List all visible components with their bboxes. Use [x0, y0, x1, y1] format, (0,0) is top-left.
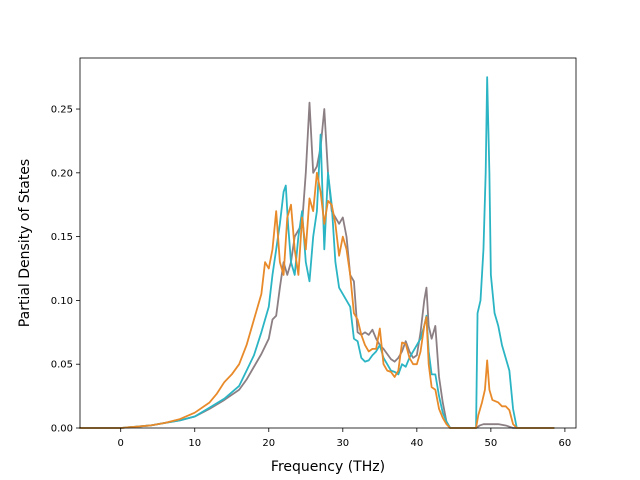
x-axis-ticks: 0 10 20 30 40 50 60 [118, 428, 572, 449]
y-tick-label: 0.20 [51, 168, 73, 179]
x-tick-label: 10 [188, 438, 201, 449]
x-tick-label: 60 [559, 438, 572, 449]
x-tick-label: 30 [336, 438, 349, 449]
x-tick-label: 20 [262, 438, 275, 449]
series-line-1 [79, 101, 555, 429]
series-layer [79, 76, 555, 429]
y-tick-label: 0.15 [51, 232, 73, 243]
plot-frame [79, 57, 577, 429]
y-tick-label: 0.10 [51, 296, 73, 307]
y-tick-label: 0.05 [51, 360, 73, 371]
x-tick-label: 50 [484, 438, 497, 449]
x-axis-label: Frequency (THz) [271, 459, 385, 475]
x-tick-label: 0 [118, 438, 124, 449]
y-tick-label: 0.25 [51, 105, 73, 116]
x-tick-label: 40 [410, 438, 423, 449]
series-line-2 [79, 76, 555, 429]
y-axis-label: Partial Density of States [17, 159, 33, 327]
y-tick-label: 0.00 [51, 424, 73, 435]
y-axis-ticks: 0.00 0.05 0.10 0.15 0.20 0.25 [51, 105, 80, 435]
